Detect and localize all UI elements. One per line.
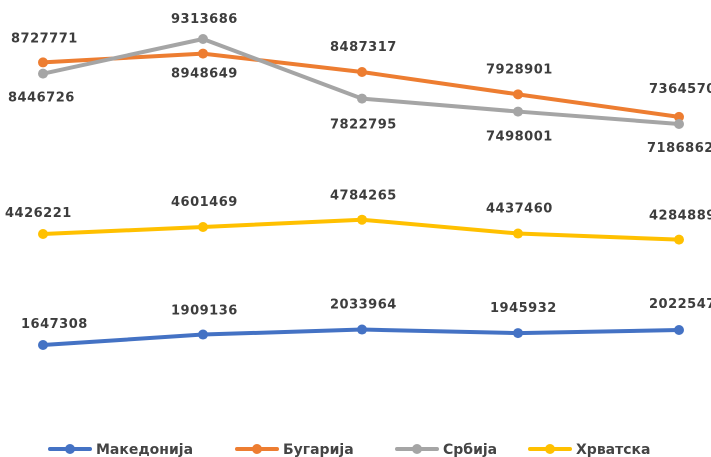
data-point — [357, 214, 367, 225]
data-point — [38, 340, 48, 350]
legend-swatch-marker — [252, 444, 262, 454]
data-point — [198, 48, 208, 59]
series-1 — [38, 324, 684, 350]
data-label: 8727771 — [11, 31, 78, 46]
legend-item-3: Србија — [395, 442, 497, 457]
data-label: 1909136 — [171, 304, 238, 319]
data-point — [513, 106, 523, 117]
data-label: 7498001 — [486, 130, 553, 145]
legend-item-1: Македонија — [48, 442, 193, 457]
data-label: 1945932 — [490, 301, 557, 316]
data-label: 4284889 — [649, 209, 711, 224]
data-point — [513, 328, 523, 339]
data-label: 4784265 — [330, 189, 397, 204]
data-label: 1647308 — [21, 317, 88, 332]
legend-swatch-marker — [545, 444, 555, 454]
data-point — [674, 234, 684, 245]
data-label: 7186862 — [647, 141, 711, 156]
legend: Македонија Бугарија Србија Хрватска — [48, 442, 650, 457]
legend-label: Македонија — [96, 442, 193, 457]
data-point — [674, 325, 684, 336]
data-label: 7822795 — [330, 118, 397, 133]
series-3 — [38, 34, 684, 129]
data-label: 8446726 — [8, 91, 75, 106]
legend-label: Бугарија — [283, 442, 354, 457]
data-label: 4426221 — [5, 206, 72, 221]
data-point — [357, 324, 367, 335]
data-point — [357, 67, 367, 78]
series-4 — [38, 214, 684, 245]
data-label: 9313686 — [171, 12, 238, 27]
data-label: 2033964 — [330, 298, 397, 313]
legend-label: Хрватска — [576, 442, 650, 457]
series-line — [41, 51, 681, 119]
data-point — [674, 111, 684, 122]
data-label: 7364570 — [649, 82, 711, 97]
legend-item-2: Бугарија — [235, 442, 354, 457]
data-point — [38, 68, 48, 79]
series-layer — [38, 34, 684, 350]
data-point — [38, 57, 48, 68]
series-2 — [38, 48, 684, 122]
data-point — [198, 34, 208, 44]
legend-swatch-marker — [65, 444, 75, 454]
data-point — [674, 119, 684, 129]
data-label: 4601469 — [171, 195, 238, 210]
data-label: 7928901 — [486, 62, 553, 77]
legend-label: Србија — [443, 442, 497, 457]
legend-swatch-marker — [412, 444, 422, 454]
legend-item-4: Хрватска — [528, 442, 650, 457]
data-point — [198, 221, 208, 232]
data-label: 2022547 — [649, 297, 711, 312]
data-label: 8948649 — [171, 67, 238, 82]
data-point — [198, 329, 208, 340]
data-point — [357, 93, 367, 104]
data-point — [513, 228, 523, 239]
data-point — [38, 229, 48, 239]
data-point — [513, 89, 523, 100]
data-label: 4437460 — [486, 202, 553, 217]
data-label-layer: 1647308 1909136 2033964 1945932 2022547 87277… — [5, 12, 711, 332]
data-label: 8487317 — [330, 40, 397, 55]
